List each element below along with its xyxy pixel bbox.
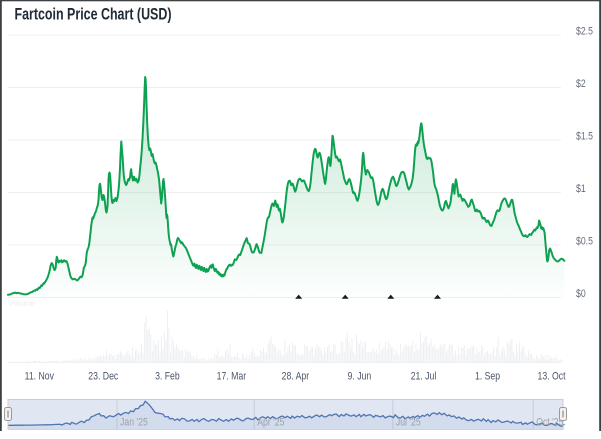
svg-text:$0.5: $0.5 [576,236,593,248]
svg-text:$0: $0 [576,288,586,300]
svg-text:Jan '25: Jan '25 [120,417,148,429]
svg-text:13. Oct: 13. Oct [538,371,566,383]
svg-text:28. Apr: 28. Apr [282,371,310,383]
svg-text:$1.5: $1.5 [576,131,593,143]
svg-text:3. Feb: 3. Feb [155,371,180,383]
svg-text:Fartcoin Price Chart (USD): Fartcoin Price Chart (USD) [15,6,172,24]
svg-text:$2: $2 [576,78,586,90]
svg-text:21. Jul: 21. Jul [411,371,437,383]
svg-text:Oct '25: Oct '25 [536,417,563,429]
svg-text:9. Jun: 9. Jun [348,371,372,383]
svg-text:17. Mar: 17. Mar [217,371,247,383]
svg-text:$1: $1 [576,183,586,195]
svg-text:11. Nov: 11. Nov [25,371,55,383]
svg-text:Volume: Volume [8,299,35,308]
svg-text:$2.5: $2.5 [576,26,593,38]
svg-text:23. Dec: 23. Dec [88,371,118,383]
svg-text:1. Sep: 1. Sep [475,371,500,383]
svg-text:Apr '25: Apr '25 [257,417,284,429]
svg-text:Jul '25: Jul '25 [396,417,421,429]
